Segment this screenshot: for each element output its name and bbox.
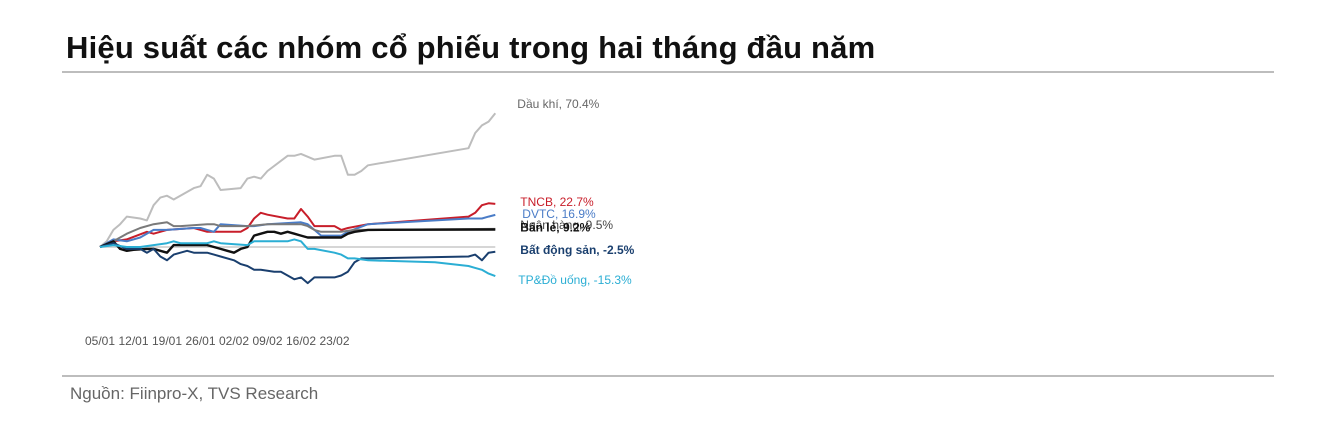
- source-divider: [62, 375, 1274, 377]
- x-tick-label: 23/02: [319, 334, 349, 348]
- series-line-3: [99, 213, 496, 248]
- series-end-label: TP&Đồ uống, -15.3%: [518, 273, 632, 287]
- series-line-4: [99, 221, 496, 248]
- x-tick-label: 26/01: [185, 334, 215, 348]
- title-divider: [62, 71, 1274, 73]
- source-note: Nguồn: Fiinpro-X, TVS Research: [70, 384, 319, 403]
- x-tick-label: 19/01: [152, 334, 182, 348]
- series-end-label: DVTC, 16.9%: [522, 207, 596, 221]
- x-tick-label: 12/01: [118, 334, 148, 348]
- series-end-label: Bất động sản, -2.5%: [520, 243, 634, 257]
- series-line-1: [99, 112, 497, 248]
- x-tick-label: 16/02: [286, 334, 316, 348]
- x-tick-label: 09/02: [252, 334, 282, 348]
- series-end-label: Ngân hàng, 9.5%: [520, 218, 613, 232]
- series-line-7: [99, 238, 496, 278]
- x-tick-label: 02/02: [219, 334, 249, 348]
- chart-title: Hiệu suất các nhóm cổ phiếu trong hai th…: [66, 30, 876, 65]
- series-end-label: TNCB, 22.7%: [520, 195, 594, 209]
- series-end-label: Bán lẻ, 9.2%: [520, 221, 590, 235]
- series-line-6: [99, 242, 496, 285]
- series-line-5: [99, 228, 496, 254]
- x-tick-label: 05/01: [85, 334, 115, 348]
- series-end-label: Dầu khí, 70.4%: [517, 97, 599, 111]
